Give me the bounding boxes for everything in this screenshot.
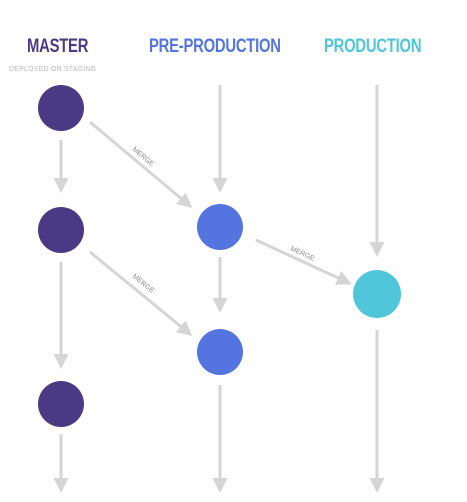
pre-production-commit-2 bbox=[197, 329, 243, 375]
merge-arrow-2 bbox=[89, 250, 193, 336]
merge-arrow-1 bbox=[89, 120, 193, 208]
merge-label-2: MERGE bbox=[131, 273, 156, 295]
production-column-title: PRODUCTION bbox=[324, 36, 422, 57]
master-commit-2 bbox=[38, 207, 84, 253]
pre-production-column-title: PRE-PRODUCTION bbox=[149, 36, 281, 57]
master-commit-3 bbox=[38, 381, 84, 427]
pre-production-commit-1 bbox=[197, 204, 243, 250]
master-column-title: MASTER bbox=[27, 36, 89, 57]
production-commit-1 bbox=[353, 270, 401, 318]
merge-arrow-3 bbox=[255, 238, 352, 285]
master-column-subtitle: DEPLOYED ON STAGING bbox=[9, 66, 97, 73]
master-commit-1 bbox=[38, 85, 84, 131]
